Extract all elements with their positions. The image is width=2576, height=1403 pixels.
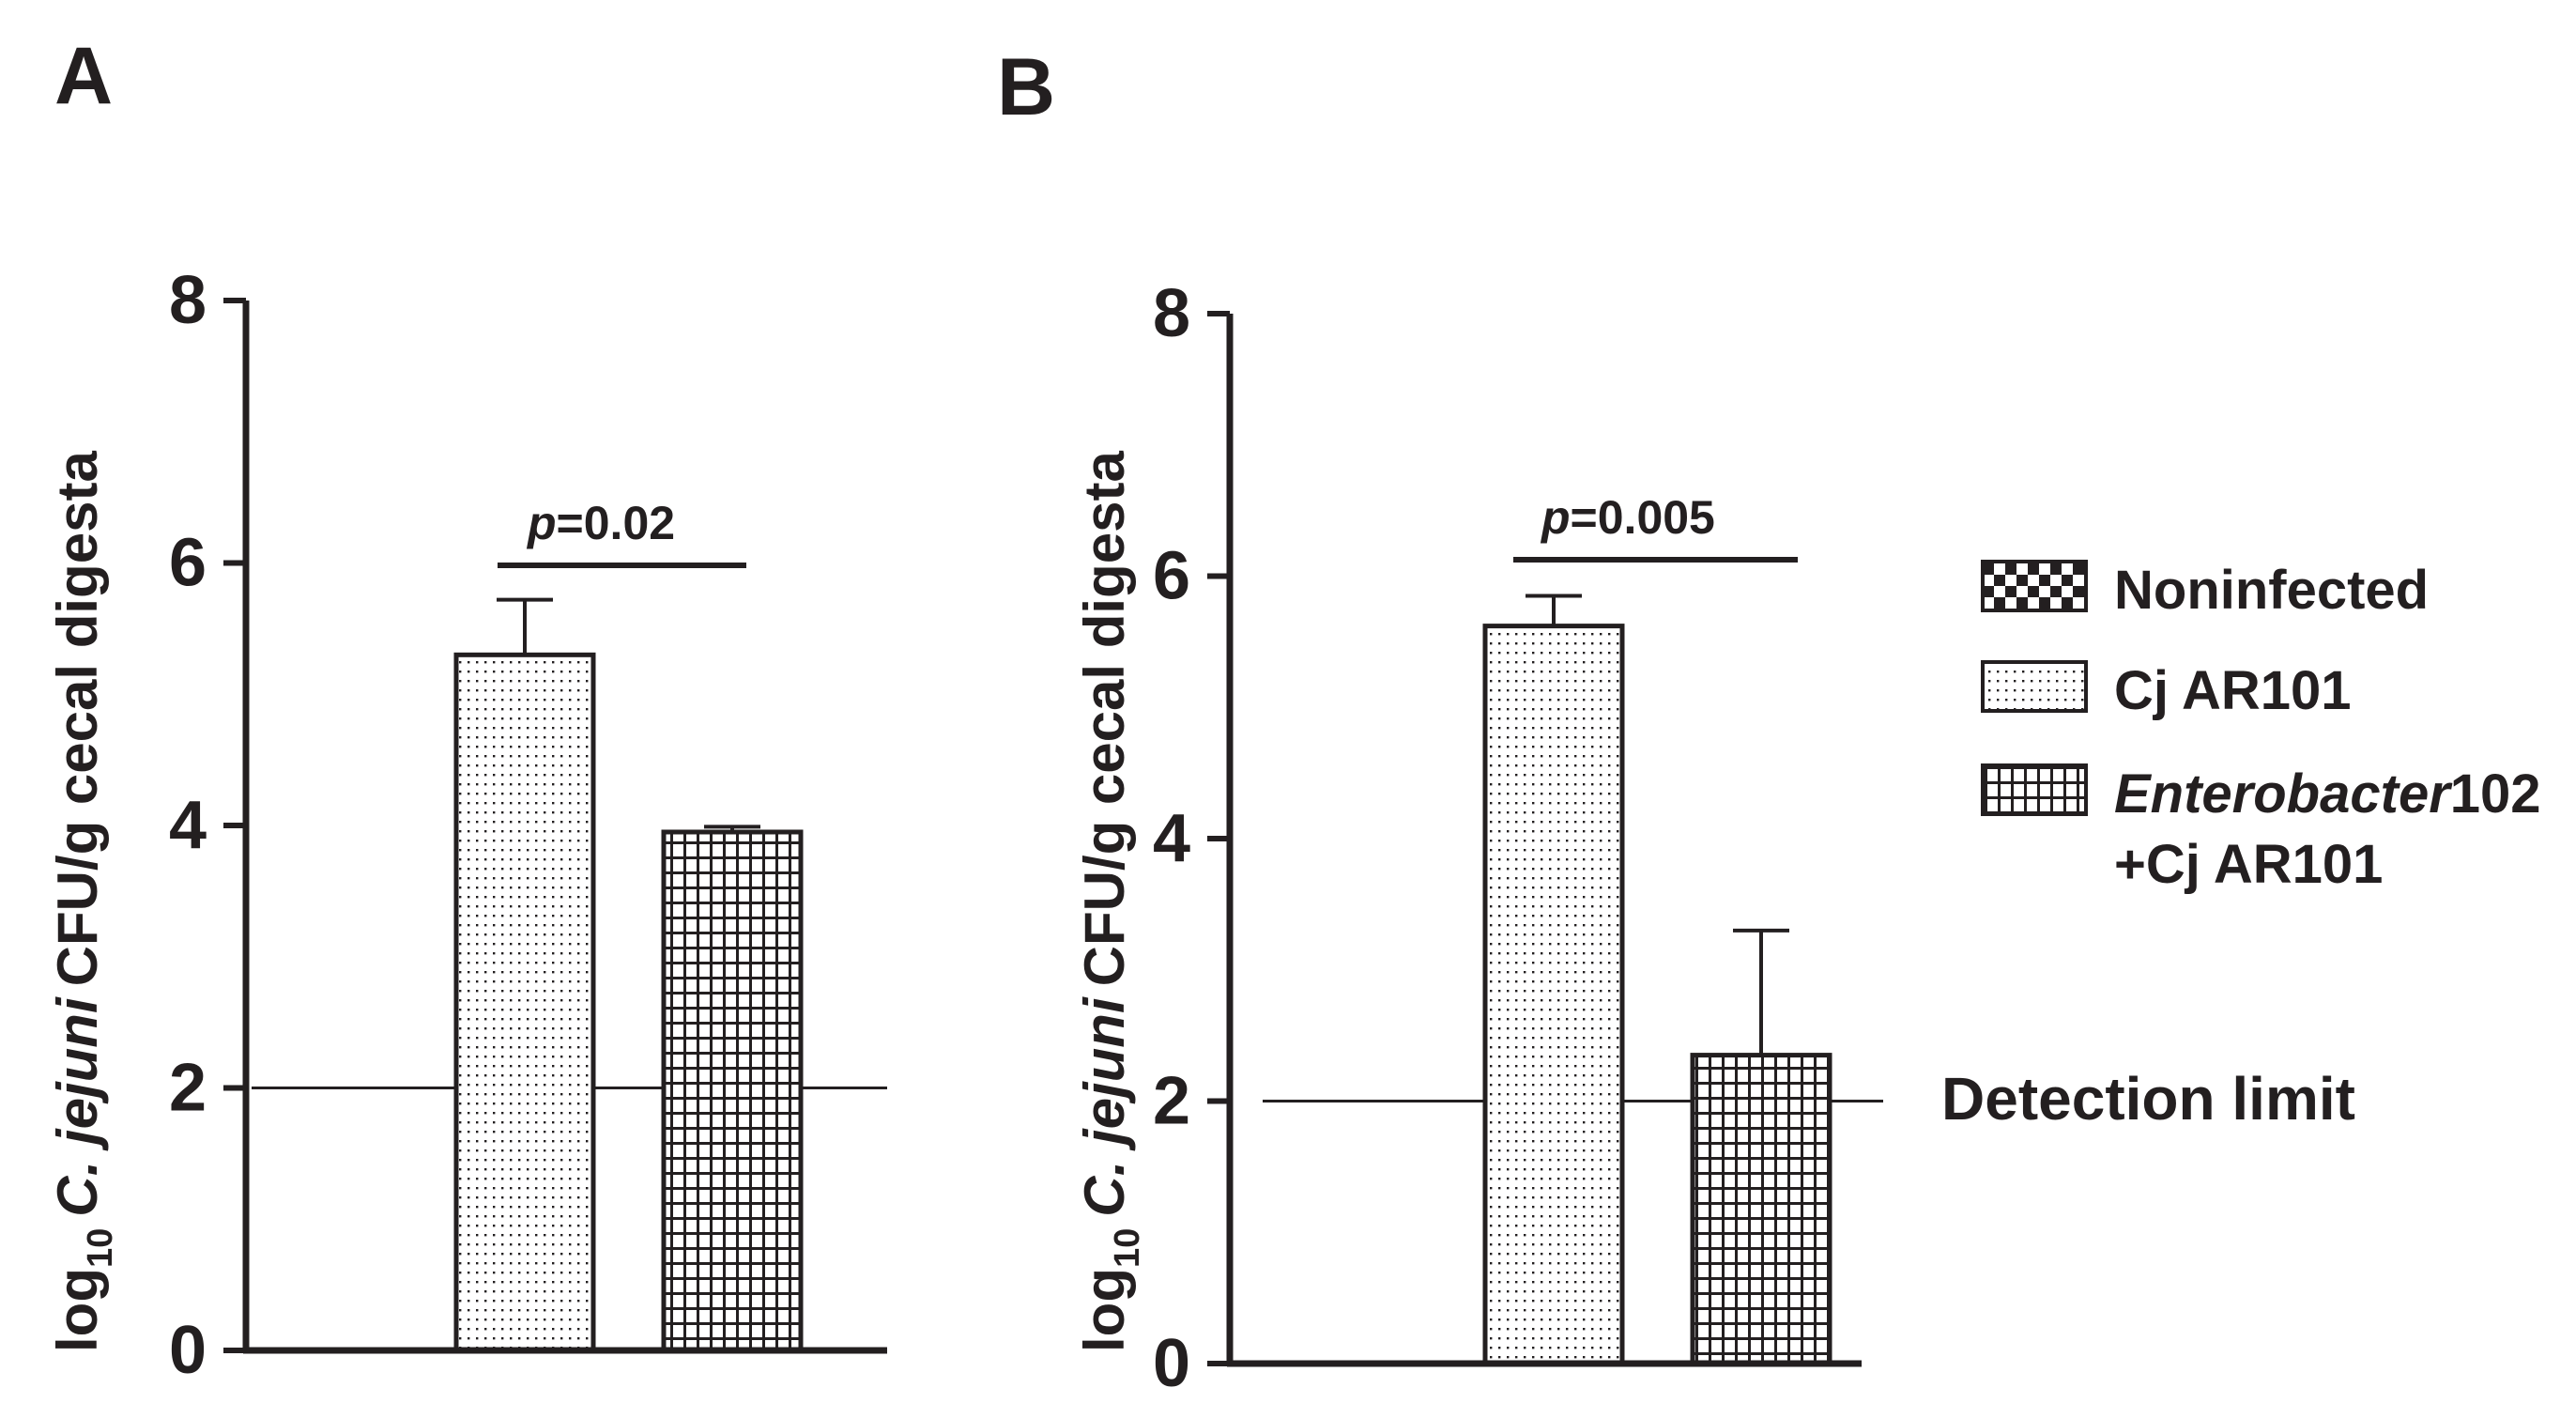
- significance-label-a: p=0.02: [526, 497, 675, 549]
- y-tick-label-a-6: 6: [169, 526, 207, 601]
- y-tick-label-b-8: 8: [1153, 276, 1190, 351]
- legend-label-enterobacter-line1: Enterobacter102: [2114, 763, 2541, 825]
- plot-area-b: 0 2 4 6 8 p=0.005: [1153, 276, 1883, 1401]
- plot-area-a: 0 2 4 6 8 p=0.02: [169, 263, 887, 1388]
- y-axis-label-a: log10C. jejuniCFU/g cecal digesta: [46, 451, 120, 1352]
- detection-limit-label: Detection limit: [1941, 1065, 2355, 1133]
- y-tick-label-a-4: 4: [169, 788, 207, 863]
- bar-b-1: [1482, 624, 1625, 1366]
- legend-item-noninfected: Noninfected: [1981, 560, 2429, 621]
- panel-label-b: B: [997, 42, 1055, 132]
- bar-a-2: [661, 829, 804, 1353]
- bar-b-2: [1690, 1053, 1832, 1366]
- y-tick-label-b-4: 4: [1153, 801, 1190, 876]
- panel-a: A log10C. jejuniCFU/g cecal digesta 0 2 4 6…: [46, 31, 887, 1388]
- bar-a-1: [453, 652, 596, 1353]
- legend-swatch-grid: [1981, 763, 2088, 816]
- legend-swatch-checker: [1981, 560, 2088, 612]
- legend-swatch-dots: [1981, 660, 2088, 713]
- y-tick-label-b-0: 0: [1153, 1326, 1190, 1401]
- y-tick-label-a-8: 8: [169, 263, 207, 338]
- legend: Noninfected Cj AR101 Enterobacter102 +Cj…: [1981, 560, 2541, 895]
- panel-b: B log10C. jejuniCFU/g cecal digesta 0 2 4 6…: [997, 42, 1883, 1401]
- legend-label-enterobacter-line2: +Cj AR101: [2114, 834, 2383, 895]
- y-tick-label-b-6: 6: [1153, 539, 1190, 614]
- legend-item-enterobacter: Enterobacter102 +Cj AR101: [1981, 763, 2541, 895]
- legend-label-noninfected: Noninfected: [2114, 560, 2429, 621]
- legend-label-cj-ar101: Cj AR101: [2114, 660, 2352, 721]
- y-tick-label-a-0: 0: [169, 1313, 207, 1388]
- y-tick-label-b-2: 2: [1153, 1064, 1190, 1139]
- y-axis-label-b: log10C. jejuniCFU/g cecal digesta: [1073, 451, 1147, 1352]
- legend-item-cj-ar101: Cj AR101: [1981, 660, 2352, 721]
- y-tick-label-a-2: 2: [169, 1051, 207, 1126]
- panel-label-a: A: [54, 31, 113, 121]
- significance-label-b: p=0.005: [1540, 491, 1715, 544]
